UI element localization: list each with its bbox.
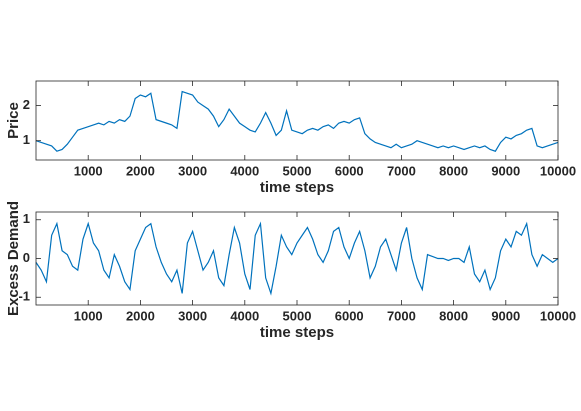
x-tick-label: 10000 [540, 163, 576, 178]
y-tick-label: 1 [23, 132, 30, 147]
x-tick-label: 3000 [178, 163, 207, 178]
x-tick-label: 1000 [74, 163, 103, 178]
y-tick-label: 2 [23, 97, 30, 112]
x-tick-label: 3000 [178, 308, 207, 323]
y-axis-label: Price [5, 102, 22, 139]
price-line [35, 90, 559, 152]
x-tick-label: 2000 [126, 163, 155, 178]
x-tick-label: 9000 [491, 163, 520, 178]
x-tick-label: 8000 [439, 308, 468, 323]
y-axis-label: Excess Demand [5, 201, 22, 316]
x-tick-label: 7000 [387, 308, 416, 323]
x-tick-label: 4000 [230, 163, 259, 178]
x-tick-label: 1000 [74, 308, 103, 323]
y-tick-label: -1 [18, 289, 30, 304]
axes-frame [35, 211, 559, 306]
x-tick-label: 5000 [283, 163, 312, 178]
x-tick-label: 2000 [126, 308, 155, 323]
x-tick-label: 7000 [387, 163, 416, 178]
x-tick-label: 10000 [540, 308, 576, 323]
price-line [35, 221, 559, 296]
y-tick-label: 1 [23, 211, 30, 226]
x-axis-label: time steps [260, 179, 334, 196]
x-axis-label: time steps [260, 324, 334, 341]
x-tick-label: 6000 [335, 308, 364, 323]
y-tick-label: 0 [23, 250, 30, 265]
x-tick-label: 8000 [439, 163, 468, 178]
x-tick-label: 5000 [283, 308, 312, 323]
x-tick-label: 4000 [230, 308, 259, 323]
x-tick-label: 9000 [491, 308, 520, 323]
x-tick-label: 6000 [335, 163, 364, 178]
